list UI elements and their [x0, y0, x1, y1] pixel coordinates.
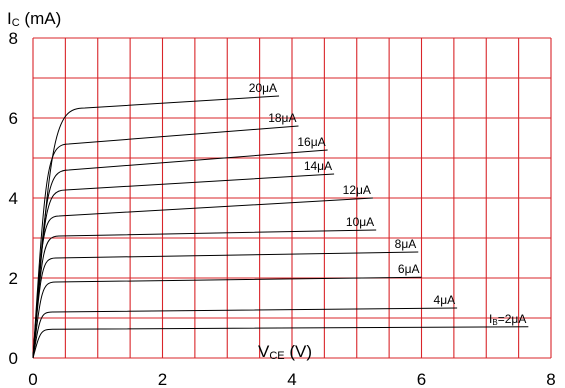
- curve-ib-20μA: [32, 95, 280, 359]
- curve-label: 8μA: [395, 237, 417, 251]
- tick-labels: 0 2 4 6 8 0 2 4 6 8: [9, 29, 556, 388]
- curve-ib-2μA: [32, 326, 529, 359]
- curve-ib-18μA: [32, 125, 299, 359]
- curve-ib-14μA: [32, 173, 335, 359]
- y-tick-label: 2: [9, 269, 18, 288]
- curve-label: 16μA: [297, 135, 325, 149]
- x-axis-title: VCE (V): [258, 342, 312, 362]
- y-tick-label: 4: [9, 189, 18, 208]
- y-tick-label: 6: [9, 109, 18, 128]
- grid: [32, 37, 552, 359]
- x-tick-label: 4: [287, 370, 296, 388]
- x-tick-label: 8: [546, 370, 555, 388]
- curve-label: IB=2μA: [489, 312, 526, 327]
- x-tick-label: 2: [158, 370, 167, 388]
- curve-ib-6μA: [32, 276, 422, 359]
- curve-ib-8μA: [32, 251, 419, 359]
- curve-label: 14μA: [304, 159, 332, 173]
- curves: [32, 95, 529, 359]
- curve-ib-4μA: [32, 307, 458, 359]
- curve-label: 12μA: [343, 183, 371, 197]
- curve-label: 10μA: [346, 215, 374, 229]
- curve-label: 18μA: [268, 111, 296, 125]
- curve-label: 6μA: [398, 262, 420, 276]
- curve-label: 20μA: [249, 81, 277, 95]
- curve-label: 4μA: [434, 293, 456, 307]
- y-axis-title: IC (mA): [7, 9, 61, 29]
- x-tick-label: 6: [417, 370, 426, 388]
- axis-titles: IC (mA) VCE (V): [7, 9, 312, 362]
- x-tick-label: 0: [28, 370, 37, 388]
- y-tick-label: 8: [9, 29, 18, 48]
- y-tick-label: 0: [9, 349, 18, 368]
